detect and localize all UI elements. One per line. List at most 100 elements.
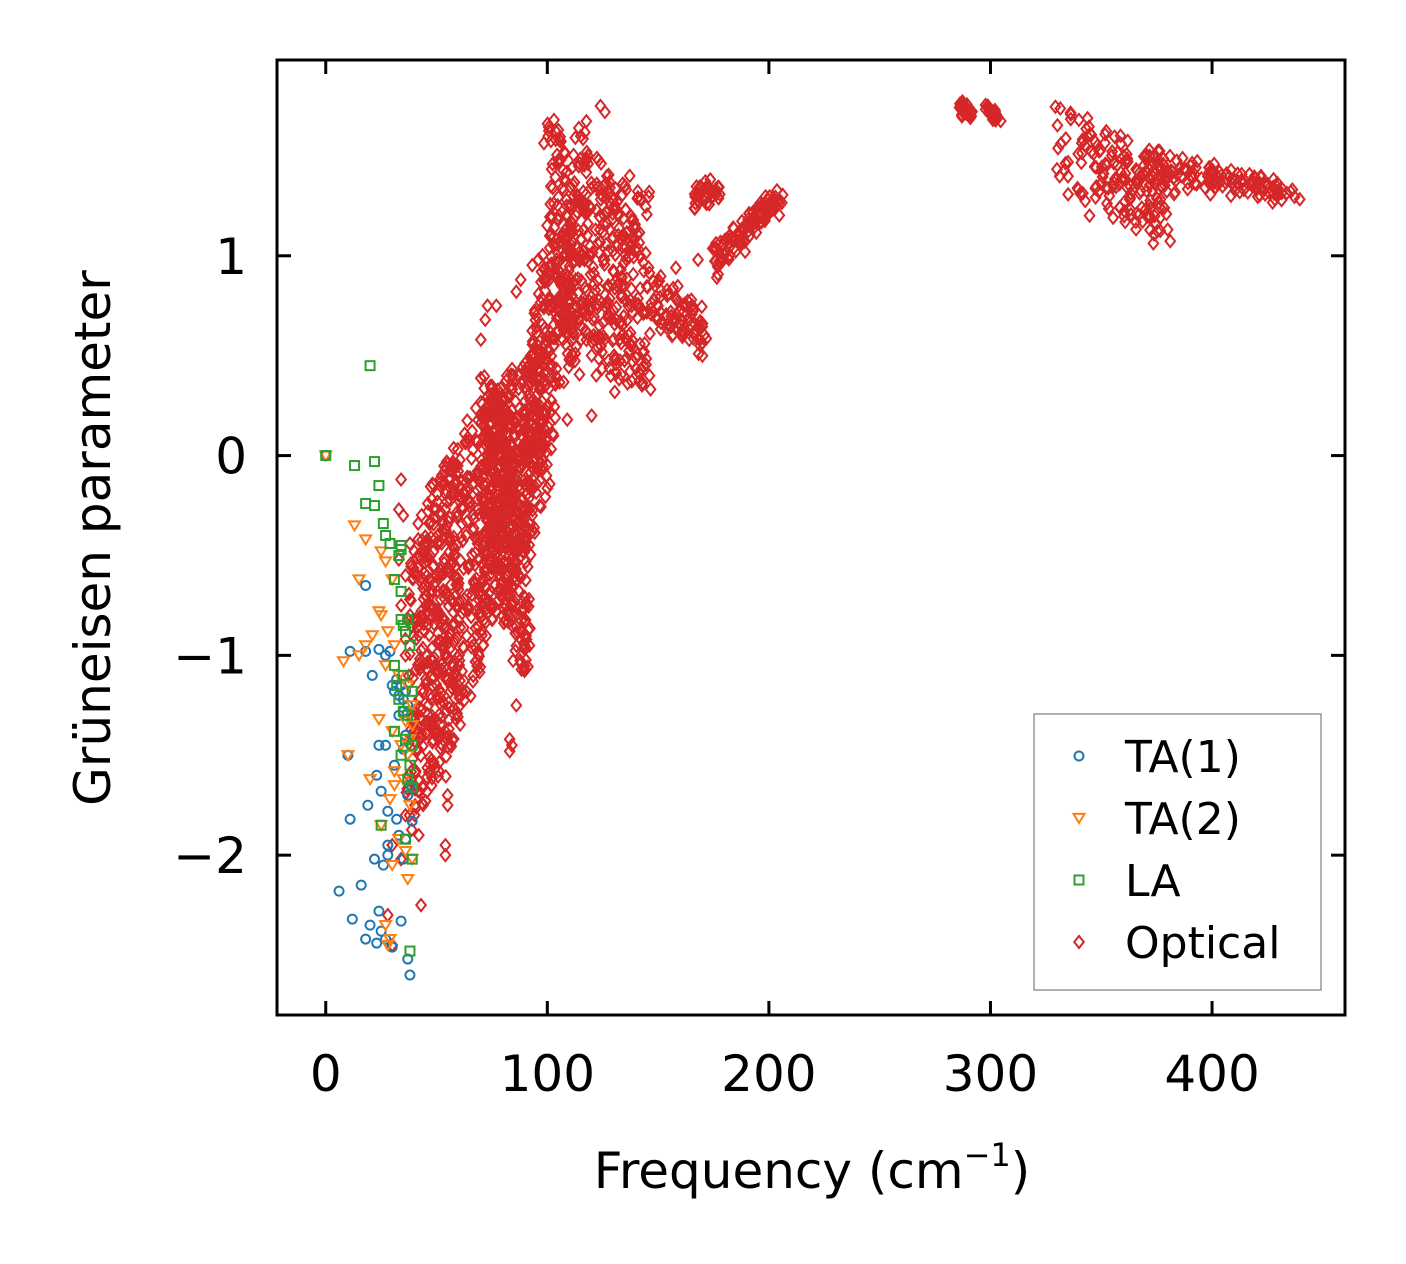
series-optical-point — [484, 533, 497, 549]
series-optical-point — [1143, 177, 1156, 193]
series-ta-2-point — [362, 774, 378, 787]
series-optical-point — [640, 304, 653, 321]
series-optical-point — [495, 500, 508, 516]
series-optical-point — [559, 266, 572, 283]
series-optical-point — [482, 522, 495, 538]
series-optical-point — [481, 298, 494, 314]
series-la-point — [377, 518, 389, 530]
series-optical-point — [522, 467, 535, 483]
series-optical-point — [519, 534, 532, 550]
series-optical-point — [404, 592, 418, 608]
series-optical-point — [608, 316, 621, 332]
series-la-point — [406, 739, 418, 751]
series-optical-point — [453, 452, 466, 468]
series-optical-point — [1064, 106, 1077, 123]
series-optical-point — [593, 318, 606, 334]
series-optical-point — [497, 615, 510, 631]
series-optical-point — [459, 527, 473, 544]
series-optical-point — [569, 130, 582, 146]
series-optical-point — [478, 380, 491, 396]
series-optical-point — [615, 366, 628, 383]
series-optical-point — [645, 295, 658, 311]
series-optical-point — [512, 463, 525, 480]
series-optical-point — [764, 203, 777, 219]
series-optical-point — [419, 726, 432, 742]
series-optical-point — [600, 190, 613, 207]
series-optical-point — [654, 268, 667, 284]
series-optical-point — [494, 562, 507, 578]
series-optical-point — [772, 195, 785, 212]
series-optical-point — [1119, 214, 1132, 230]
series-optical-point — [637, 306, 650, 322]
series-ta-1-point — [380, 649, 392, 661]
series-ta-1-point — [373, 905, 385, 917]
series-optical-point — [598, 104, 612, 120]
series-optical-point — [571, 187, 584, 203]
series-optical-point — [625, 208, 638, 224]
series-optical-point — [538, 377, 551, 394]
series-optical-point — [544, 178, 557, 194]
series-optical-point — [399, 567, 412, 584]
series-optical-point — [554, 133, 567, 149]
series-optical-point — [621, 375, 634, 392]
series-ta-2-point — [380, 626, 396, 639]
series-optical-point — [477, 613, 490, 629]
series-optical-point — [510, 697, 523, 713]
series-optical-point — [1121, 133, 1134, 149]
legend-optical-marker — [1072, 934, 1086, 950]
series-optical-point — [446, 486, 459, 502]
series-optical-point — [408, 807, 421, 823]
series-optical-point — [554, 152, 567, 168]
series-optical-point — [485, 508, 498, 525]
series-optical-point — [522, 490, 535, 506]
series-ta-2-point — [382, 794, 398, 807]
series-optical-point — [567, 188, 580, 204]
series-optical-point — [445, 463, 459, 479]
series-optical-point — [1222, 169, 1236, 185]
series-optical-point — [1061, 168, 1075, 184]
series-optical-point — [610, 299, 623, 315]
series-optical-point — [594, 155, 608, 172]
series-optical-point — [737, 220, 750, 236]
series-optical-point — [471, 652, 484, 668]
series-ta-2-point — [358, 640, 373, 653]
series-optical-point — [483, 427, 497, 443]
series-optical-point — [581, 216, 594, 232]
series-optical-point — [1054, 100, 1067, 117]
series-optical-point — [403, 807, 416, 823]
series-optical-point — [414, 897, 428, 913]
series-optical-point — [732, 229, 745, 245]
series-la-point — [397, 669, 409, 681]
series-optical-point — [700, 331, 713, 347]
series-optical-point — [753, 215, 766, 231]
series-ta-1-point — [344, 813, 356, 825]
series-optical-point — [403, 607, 417, 624]
series-optical-point — [666, 326, 680, 343]
series-optical-point — [472, 646, 485, 662]
series-optical-point — [524, 446, 537, 462]
series-ta-1-point — [333, 885, 345, 897]
series-optical-point — [456, 516, 469, 532]
series-optical-point — [567, 320, 580, 336]
series-optical-point — [568, 174, 581, 191]
series-optical-point — [440, 482, 453, 499]
series-ta-1-point — [377, 859, 389, 871]
series-optical-point — [488, 383, 501, 399]
series-optical-point — [647, 273, 660, 290]
tick-labels: 0 100 200 300 400 −2 −1 0 1 — [173, 228, 1259, 1103]
series-optical-point — [518, 355, 532, 372]
series-la-point — [402, 709, 414, 721]
series-optical-point — [1123, 191, 1136, 208]
series-optical-point — [775, 195, 788, 211]
series-optical-point — [440, 671, 453, 688]
series-ta-1-point — [388, 759, 400, 771]
series-optical-point — [552, 152, 565, 168]
series-optical-point — [534, 274, 548, 290]
series-optical-point — [505, 597, 518, 613]
series-la-point — [388, 573, 400, 585]
series-optical-point — [491, 560, 504, 576]
series-optical-point — [1241, 184, 1254, 201]
series-optical-point — [537, 135, 551, 151]
series-optical-point — [1170, 153, 1183, 169]
series-optical-point — [1160, 206, 1173, 222]
